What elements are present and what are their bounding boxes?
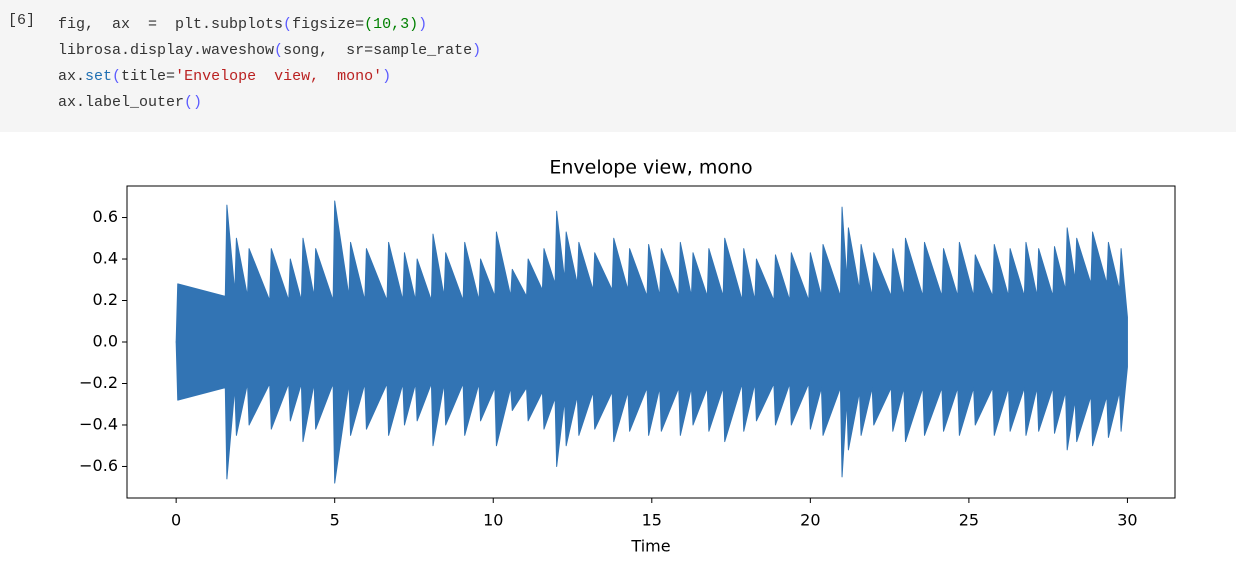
code-line: ax.label_outer()	[58, 90, 481, 116]
code-token: set	[85, 68, 113, 85]
y-tick-label: 0.6	[93, 207, 118, 226]
x-tick-label: 15	[642, 511, 662, 530]
code-token: librosa.display.waveshow	[58, 42, 275, 59]
x-tick-label: 0	[171, 511, 181, 530]
code-token: ax.	[58, 68, 86, 85]
code-token: (	[112, 68, 122, 85]
code-token: (	[283, 16, 293, 33]
y-tick-label: 0.4	[93, 249, 118, 268]
code-token: )	[418, 16, 428, 33]
waveform-envelope	[175, 341, 1128, 484]
y-tick-label: −0.2	[79, 373, 118, 392]
chart-title: Envelope view, mono	[549, 157, 752, 179]
code-cell: [6] fig, ax = plt.subplots(figsize=(10,3…	[0, 0, 1236, 132]
code-token: (10,3)	[364, 16, 419, 33]
code: fig, ax = plt.subplots(figsize=(10,3)) li…	[58, 12, 481, 116]
x-axis-label: Time	[630, 537, 670, 556]
code-token: title=	[121, 68, 176, 85]
code-token: figsize=	[292, 16, 365, 33]
y-tick-label: −0.4	[79, 414, 118, 433]
code-token: song, sr=sample_rate	[283, 42, 473, 59]
code-token: ()	[184, 94, 203, 111]
code-token: )	[472, 42, 482, 59]
x-tick-label: 30	[1117, 511, 1137, 530]
y-tick-label: 0.2	[93, 290, 118, 309]
code-token: (	[274, 42, 284, 59]
y-tick-label: −0.6	[79, 456, 118, 475]
code-token: )	[382, 68, 392, 85]
code-token: fig, ax = plt.subplots	[58, 16, 284, 33]
x-tick-label: 20	[800, 511, 820, 530]
x-tick-label: 25	[959, 511, 979, 530]
code-token: ax.label_outer	[58, 94, 185, 111]
cell-prompt: [6]	[8, 12, 36, 29]
code-line: ax.set(title='Envelope view, mono')	[58, 64, 481, 90]
y-tick-label: 0.0	[93, 332, 118, 351]
x-tick-label: 10	[483, 511, 503, 530]
code-token: 'Envelope view, mono'	[175, 68, 383, 85]
waveform-envelope	[175, 200, 1128, 343]
x-tick-label: 5	[330, 511, 340, 530]
code-line: librosa.display.waveshow(song, sr=sample…	[58, 38, 481, 64]
code-line: fig, ax = plt.subplots(figsize=(10,3))	[58, 12, 481, 38]
